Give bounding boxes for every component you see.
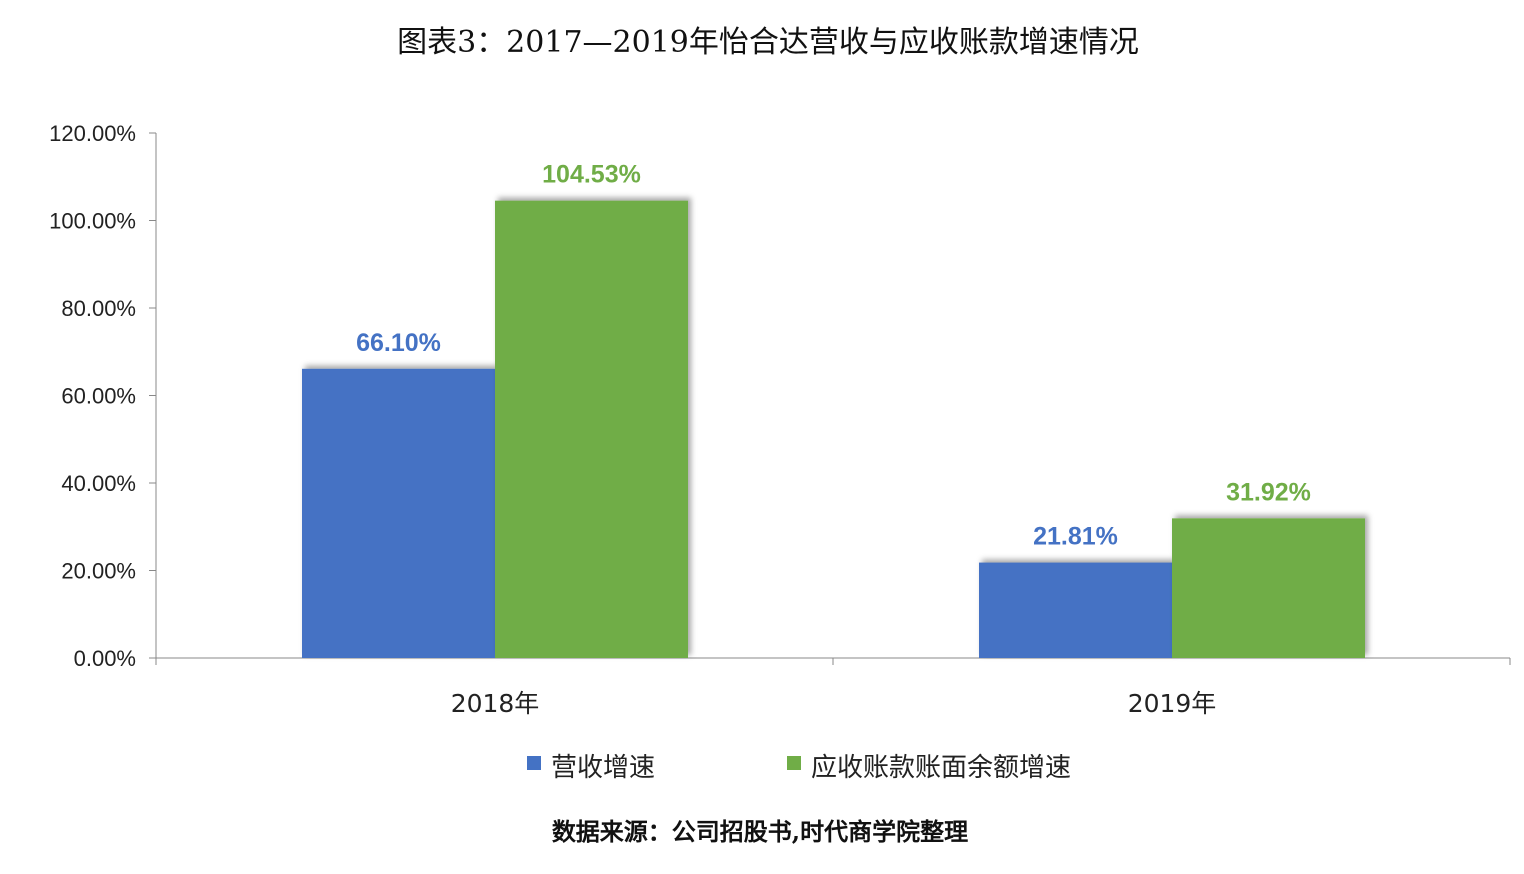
legend-swatch-1 (527, 756, 541, 770)
bar-series2-1 (495, 200, 688, 658)
data-label-series1-2: 21.81% (1033, 523, 1118, 551)
legend-label-2: 应收账款账面余额增速 (811, 753, 1071, 783)
bar-series2-2 (1172, 518, 1365, 658)
x-category-label: 2018年 (451, 689, 540, 718)
plot-area: 0.00% 20.00% 40.00% 60.00% 80.00% 100.00% 120.… (49, 121, 1511, 718)
bar-series1-2 (979, 562, 1172, 658)
legend-swatch-2 (787, 756, 801, 770)
legend: 营收增速 应收账款账面余额增速 (527, 753, 1071, 783)
y-tick-label: 100.00% (49, 209, 136, 234)
y-tick-label: 60.00% (61, 384, 136, 409)
y-tick-label: 0.00% (74, 646, 136, 671)
y-tick-label: 120.00% (49, 121, 136, 146)
bar-series1-1 (302, 368, 495, 658)
chart-title: 图表3：2017—2019年怡合达营收与应收账款增速情况 (397, 25, 1139, 60)
data-label-series1-1: 66.10% (356, 329, 441, 357)
data-label-series2-2: 31.92% (1226, 478, 1311, 506)
data-label-series2-1: 104.53% (542, 161, 641, 189)
y-tick-label: 40.00% (61, 471, 136, 496)
y-tick-label: 80.00% (61, 296, 136, 321)
legend-label-1: 营收增速 (551, 753, 655, 783)
y-tick-label: 20.00% (61, 559, 136, 584)
x-category-label: 2019年 (1128, 689, 1217, 718)
source-note: 数据来源：公司招股书,时代商学院整理 (552, 817, 968, 846)
